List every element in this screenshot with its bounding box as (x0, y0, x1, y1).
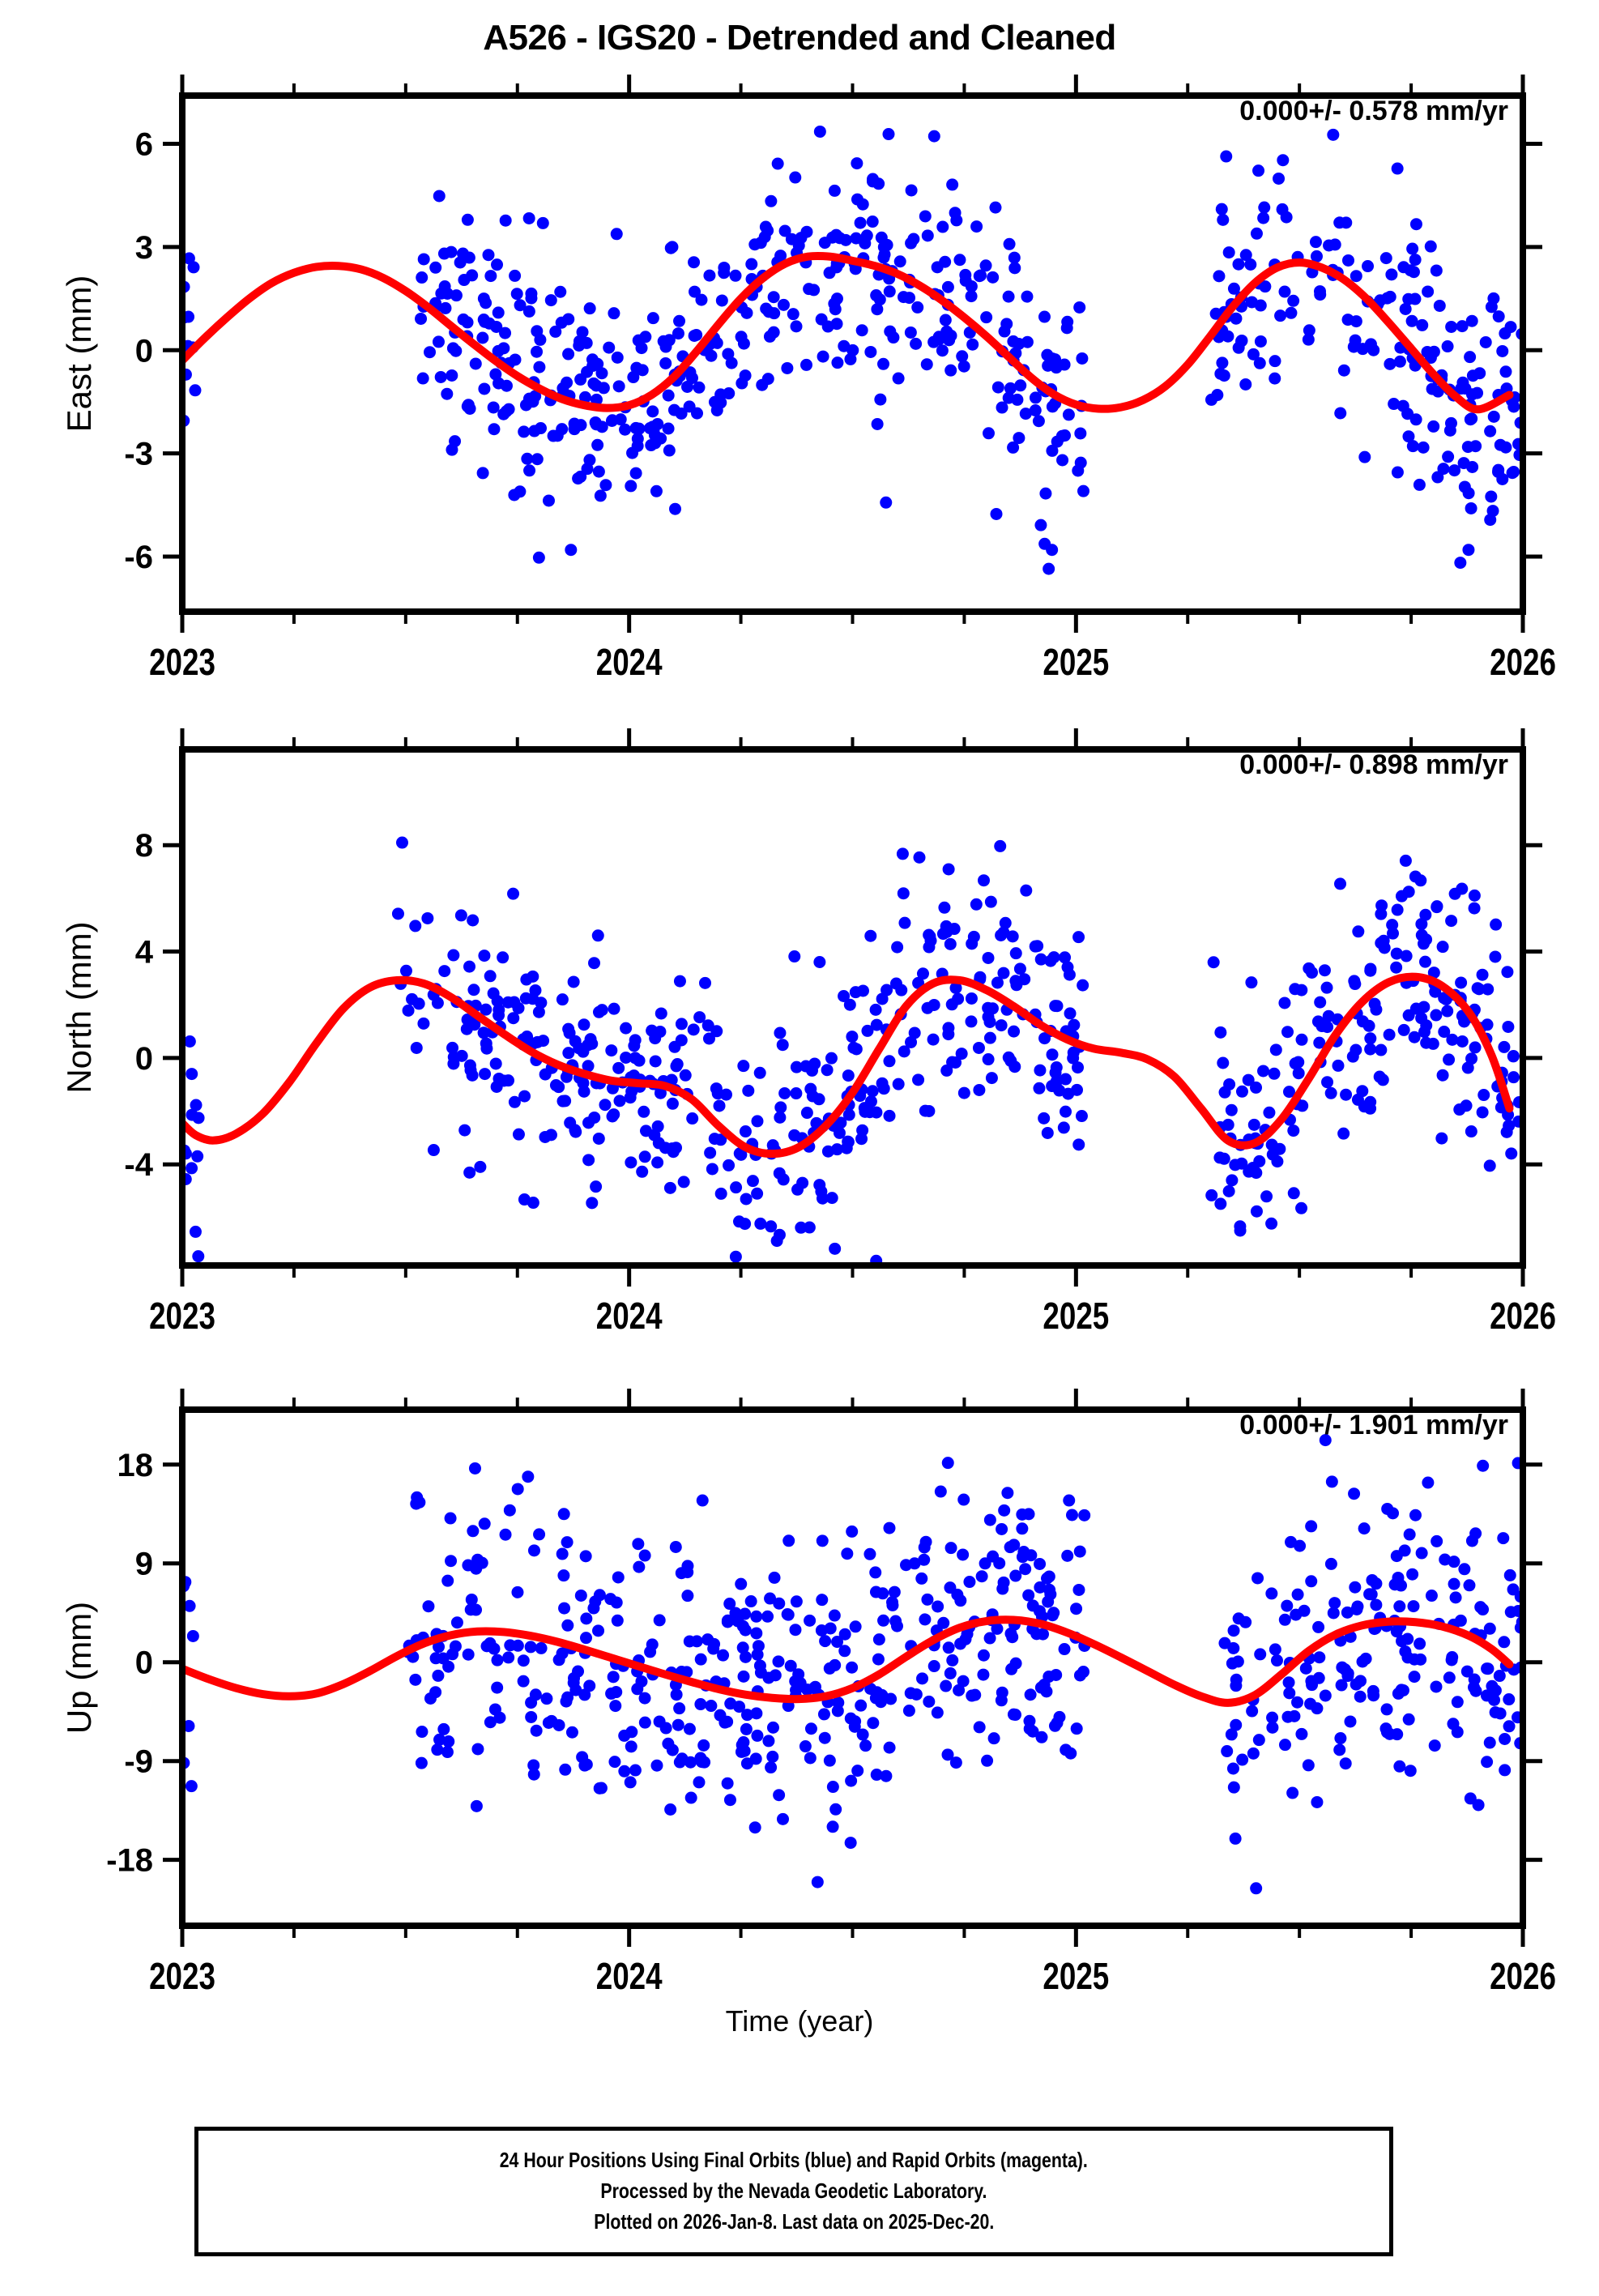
figure-title: A526 - IGS20 - Detrended and Cleaned (483, 18, 1116, 58)
x-axis-title: Time (year) (725, 2004, 874, 2038)
y-axis-label: East (mm) (60, 275, 98, 433)
plot-frame (179, 1406, 1526, 1929)
y-tick-label: 0 (135, 1041, 153, 1077)
y-axis-label: Up (mm) (60, 1602, 98, 1734)
model-curve (185, 972, 1514, 1159)
y-tick-label: -18 (106, 1843, 153, 1879)
rate-annotation: 0.000+/- 1.901 mm/yr (1239, 1410, 1508, 1440)
x-tick-label: 2026 (1490, 1955, 1556, 1997)
y-tick-label: 9 (135, 1547, 153, 1582)
x-tick-label: 2025 (1043, 1295, 1109, 1337)
model-curve (185, 251, 1514, 414)
plot-frame (179, 746, 1526, 1269)
x-tick-label: 2023 (149, 1955, 215, 1997)
x-tick-label: 2025 (1043, 1955, 1109, 1997)
y-tick-label: -3 (124, 437, 153, 472)
rate-annotation: 0.000+/- 0.578 mm/yr (1239, 96, 1508, 126)
y-axis-ticks: 6 3 0 -3 -6 (124, 126, 1542, 575)
scatter-points (185, 125, 1520, 575)
x-axis-ticks: 2023 2024 2025 2026 (149, 728, 1556, 1337)
caption-line-1: 24 Hour Positions Using Final Orbits (bl… (499, 2148, 1089, 2173)
x-tick-label: 2024 (596, 641, 663, 683)
x-axis-ticks: 2023 2024 2025 2026 (149, 75, 1556, 683)
model-curve (185, 1615, 1514, 1707)
x-tick-label: 2026 (1490, 641, 1556, 683)
scatter-points (185, 836, 1520, 1262)
plot-frame (179, 92, 1526, 615)
y-axis-ticks: 18 9 0 -9 -18 (106, 1448, 1542, 1879)
x-tick-label: 2024 (596, 1955, 663, 1997)
x-tick-label: 2023 (149, 641, 215, 683)
y-tick-label: -6 (124, 540, 153, 575)
caption-line-2: Processed by the Nevada Geodetic Laborat… (600, 2179, 987, 2204)
scatter-points (185, 1434, 1520, 1895)
x-axis-ticks: 2023 2024 2025 2026 (149, 1389, 1556, 1997)
rate-annotation: 0.000+/- 0.898 mm/yr (1239, 749, 1508, 780)
y-tick-label: 8 (135, 828, 153, 864)
y-tick-label: -4 (124, 1147, 153, 1183)
y-tick-label: 18 (117, 1448, 154, 1483)
data-layer (185, 836, 1520, 1262)
data-layer (185, 125, 1520, 575)
x-tick-label: 2026 (1490, 1295, 1556, 1337)
caption-line-3: Plotted on 2026-Jan-8. Last data on 2025… (593, 2209, 995, 2234)
y-tick-label: 6 (135, 126, 153, 162)
y-tick-label: -9 (124, 1744, 153, 1780)
data-layer (185, 1434, 1520, 1895)
y-axis-label: North (mm) (60, 921, 98, 1093)
y-axis-ticks: 8 4 0 -4 (124, 828, 1542, 1183)
x-tick-label: 2024 (596, 1295, 663, 1337)
y-tick-label: 0 (135, 1645, 153, 1681)
y-tick-label: 0 (135, 333, 153, 369)
x-tick-label: 2025 (1043, 641, 1109, 683)
caption-box: 24 Hour Positions Using Final Orbits (bl… (194, 2127, 1393, 2256)
y-tick-label: 3 (135, 230, 153, 266)
y-tick-label: 4 (135, 935, 154, 971)
x-tick-label: 2023 (149, 1295, 215, 1337)
